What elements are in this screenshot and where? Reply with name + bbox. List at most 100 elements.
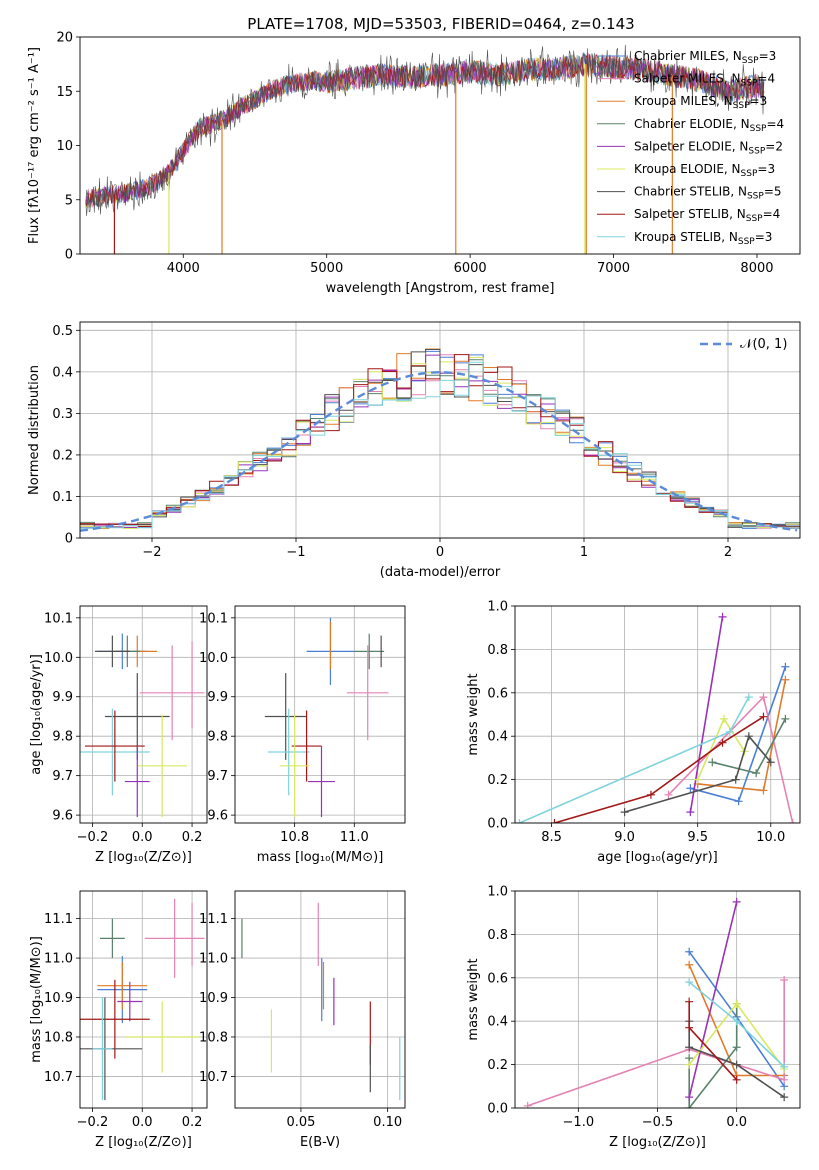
point-marker (732, 1017, 741, 1026)
series-line (667, 695, 794, 823)
mass-vs-ebv-marks (241, 902, 401, 1101)
age-vs-mass-marks (264, 617, 389, 818)
point-marker (720, 714, 728, 723)
point-marker (685, 1023, 694, 1032)
mass-vs-z-xlabel: Z [log₁₀(Z/Z⊙)] (95, 1135, 192, 1150)
x-tick-label: −1.0 (563, 1115, 595, 1130)
y-tick-label: 0.2 (487, 773, 508, 788)
y-tick-label: 0 (65, 532, 73, 547)
point-marker (759, 786, 768, 795)
y-tick-label: 0 (65, 248, 73, 263)
y-tick-label: 10.7 (44, 1070, 73, 1085)
weight-vs-age-ylabel: mass weight (466, 673, 481, 755)
point-marker (686, 808, 695, 817)
spectrum-line (85, 54, 765, 208)
legend-label: Salpeter MILES, NSSP=4 (634, 72, 775, 89)
y-tick-label: 10.8 (44, 1030, 73, 1045)
age-vs-z-frame (79, 605, 208, 824)
x-tick-label: 0.2 (182, 1115, 203, 1130)
point-marker (718, 612, 727, 621)
point-marker (664, 790, 673, 799)
y-tick-label: 0.8 (487, 643, 508, 658)
series-line (624, 734, 772, 813)
weight-vs-z-marks (523, 897, 789, 1108)
point-marker (686, 784, 695, 793)
point-marker (744, 732, 753, 741)
legend-label: Kroupa STELIB, NSSP=3 (634, 230, 772, 247)
point-marker (781, 662, 790, 671)
x-tick-label: 0.0 (726, 1115, 747, 1130)
y-tick-label: 0.0 (487, 817, 508, 832)
legend-label: Chabrier STELIB, NSSP=5 (634, 185, 782, 202)
point-marker (759, 693, 768, 702)
y-tick-label: 9.6 (52, 809, 73, 824)
x-tick-label: −0.2 (77, 830, 109, 845)
y-tick-label: 0.3 (52, 407, 73, 422)
series-line (519, 696, 750, 823)
weight-vs-age-marks (515, 612, 797, 823)
y-tick-label: 10.1 (44, 611, 73, 626)
y-tick-label: 9.9 (207, 690, 228, 705)
mass-vs-z-ylabel: mass [log₁₀(M/M⊙)] (29, 936, 44, 1063)
age-vs-mass-axes: 10.8 11.0 9.6 9.7 9.8 9.9 10.0 10.1 mass [log₁₀(… (199, 606, 405, 865)
point-marker (780, 975, 789, 984)
mass-vs-z-frame (79, 890, 208, 1109)
point-marker (732, 1060, 741, 1069)
age-vs-mass-xlabel: mass [log₁₀(M/M⊙)] (257, 850, 384, 865)
weight-vs-age-axes: 8.5 9.0 9.5 10.0 0.0 0.2 0.4 0.6 0.8 1.0 age [log₁… (466, 600, 800, 865)
x-tick-label: −0.2 (77, 1115, 109, 1130)
point-marker (752, 769, 761, 778)
mass-vs-ebv-axes: 0.05 0.10 10.7 10.8 10.9 11.0 11.1 E(B-V) (199, 891, 405, 1150)
y-tick-label: 11.1 (199, 912, 228, 927)
y-tick-label: 10 (56, 139, 73, 154)
x-tick-label: 8000 (740, 261, 773, 276)
legend-label: Salpeter ELODIE, NSSP=2 (634, 139, 783, 156)
residuals-legend: 𝒩(0, 1) (700, 337, 787, 352)
point-marker (685, 1060, 694, 1069)
point-marker (780, 1075, 789, 1084)
point-marker (685, 1093, 694, 1102)
x-tick-label: 9.0 (614, 830, 635, 845)
age-vs-z-xlabel: Z [log₁₀(Z/Z⊙)] (95, 850, 192, 865)
y-tick-label: 0.0 (487, 1102, 508, 1117)
mass-vs-ebv-xlabel: E(B-V) (300, 1135, 340, 1150)
weight-vs-z-axes: −1.0 −0.5 0.0 0.0 0.2 0.4 0.6 0.8 1.0 Z [log₁₀(Z/… (466, 885, 800, 1150)
series-line (554, 716, 764, 823)
point-marker (725, 727, 734, 736)
series-line (689, 616, 724, 813)
point-marker (732, 1075, 741, 1084)
y-tick-label: 9.7 (207, 769, 228, 784)
point-marker (685, 978, 694, 987)
point-marker (523, 1101, 532, 1108)
mass-vs-z-axes: −0.2 0.0 0.2 10.7 10.8 10.9 11.0 11.1 Z [log₁₀(Z… (29, 891, 207, 1150)
spectrum-ylabel: Flux [fλ10⁻¹⁷ erg cm⁻² s⁻¹ A⁻¹] (27, 47, 42, 244)
point-marker (708, 758, 717, 767)
residuals-axes: −2 −1 0 1 2 0 0.1 0.2 0.3 0.4 0.5 (data-model)/erro… (27, 322, 800, 580)
y-tick-label: 0.8 (487, 928, 508, 943)
x-tick-label: 0.2 (182, 830, 203, 845)
residuals-frame (79, 321, 801, 539)
point-marker (685, 997, 694, 1006)
x-tick-label: −2 (142, 545, 161, 560)
x-tick-label: 10.0 (756, 830, 785, 845)
weight-vs-z-frame (514, 890, 801, 1109)
y-tick-label: 5 (65, 193, 73, 208)
x-tick-label: 7000 (597, 261, 630, 276)
point-marker (646, 790, 655, 799)
weight-vs-z-ylabel: mass weight (466, 958, 481, 1040)
age-vs-z-ylabel: age [log₁₀(age/yr)] (29, 654, 44, 775)
x-tick-label: 0.0 (132, 830, 153, 845)
point-marker (781, 675, 790, 684)
legend-label: Salpeter STELIB, NSSP=4 (634, 207, 780, 224)
y-tick-label: 0.4 (52, 365, 73, 380)
spectrum-xlabel: wavelength [Angstrom, rest frame] (326, 281, 555, 296)
legend-label: Chabrier ELODIE, NSSP=4 (634, 117, 784, 134)
x-tick-label: 10.8 (280, 830, 309, 845)
spectrum-axes: 4000 5000 6000 7000 8000 0 5 10 15 20 wavelength [… (27, 31, 774, 297)
x-tick-label: −0.5 (642, 1115, 674, 1130)
y-tick-label: 0.4 (487, 730, 508, 745)
mass-vs-z-marks (80, 898, 205, 1101)
x-tick-label: 6000 (454, 261, 487, 276)
residuals-xlabel: (data-model)/error (380, 565, 501, 580)
